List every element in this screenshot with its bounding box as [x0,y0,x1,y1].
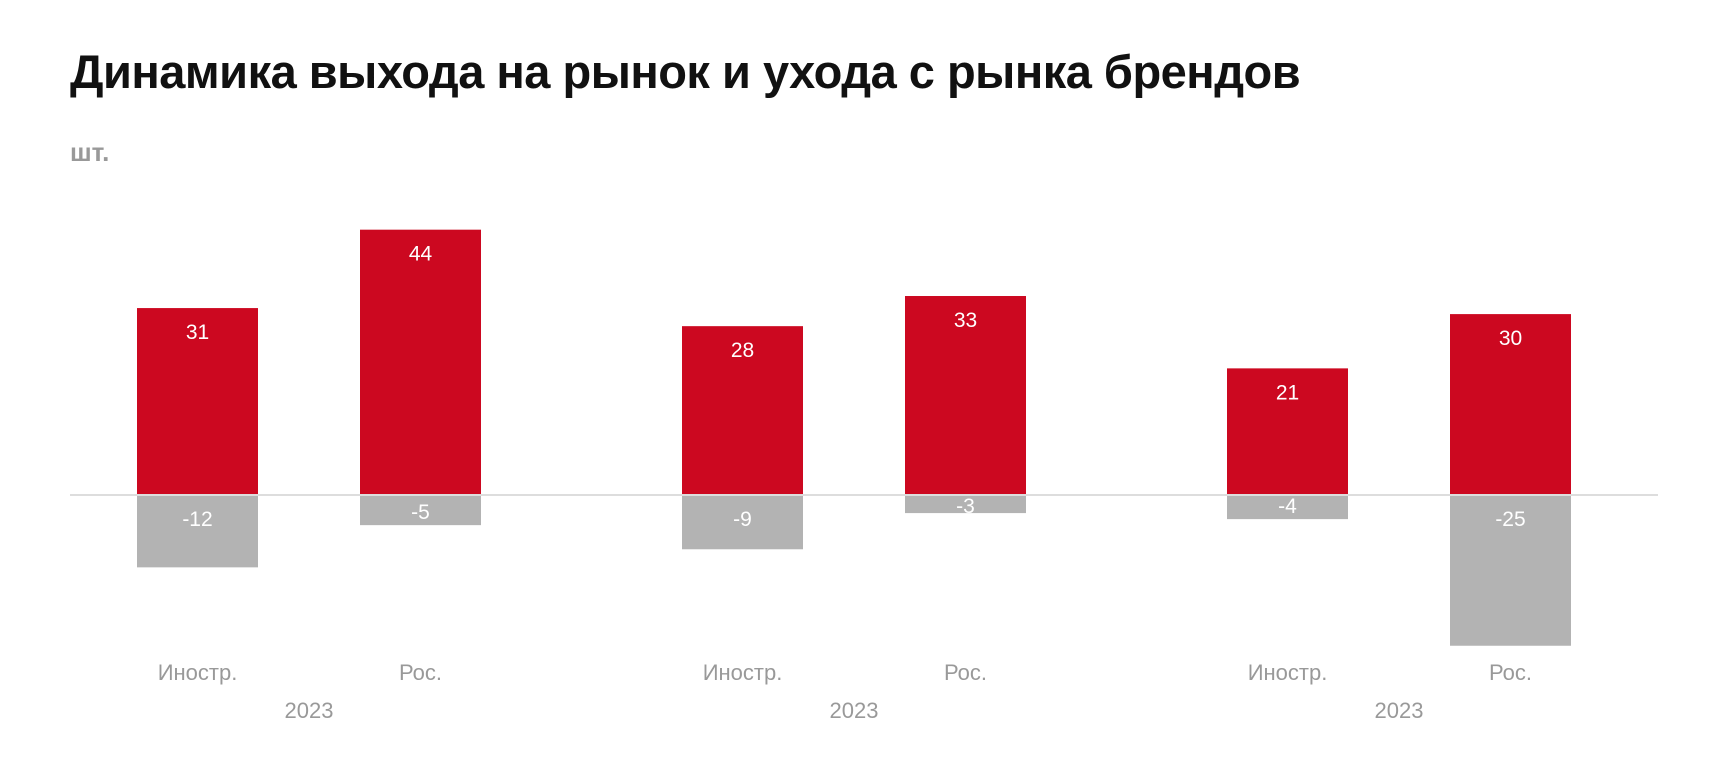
bar-entered [1227,368,1348,495]
bar-entered [137,308,258,495]
bar-left [682,495,803,550]
chart-title: Динамика выхода на рынок и ухода с рынка… [70,45,1301,98]
bar-left [360,495,481,526]
category-label: Иностр. [158,660,238,685]
data-label-left: -9 [733,508,752,531]
data-label-left: -4 [1278,495,1297,518]
data-label-left: -12 [182,508,212,531]
bar-entered [905,296,1026,495]
data-label-entered: 31 [186,321,209,344]
data-label-entered: 33 [954,309,977,332]
category-label: Рос. [944,660,987,685]
unit-label: шт. [70,137,110,167]
bar-entered [682,326,803,495]
category-label: Иностр. [1248,660,1328,685]
category-label: Рос. [1489,660,1532,685]
year-label: 2023 [1375,698,1424,723]
data-label-entered: 44 [409,243,433,266]
data-label-entered: 21 [1276,381,1299,404]
data-label-left: -5 [411,501,430,524]
bar-left [1227,495,1348,520]
bar-left [137,495,258,568]
year-label: 2023 [830,698,879,723]
category-label: Иностр. [703,660,783,685]
category-label: Рос. [399,660,442,685]
bar-left [905,495,1026,514]
data-label-left: -25 [1495,508,1525,531]
bar-entered [360,229,481,495]
data-label-entered: 28 [731,339,754,362]
bar-entered [1450,314,1571,495]
bar-left [1450,495,1571,646]
data-label-left: -3 [956,495,975,518]
data-label-entered: 30 [1499,327,1522,350]
year-label: 2023 [285,698,334,723]
